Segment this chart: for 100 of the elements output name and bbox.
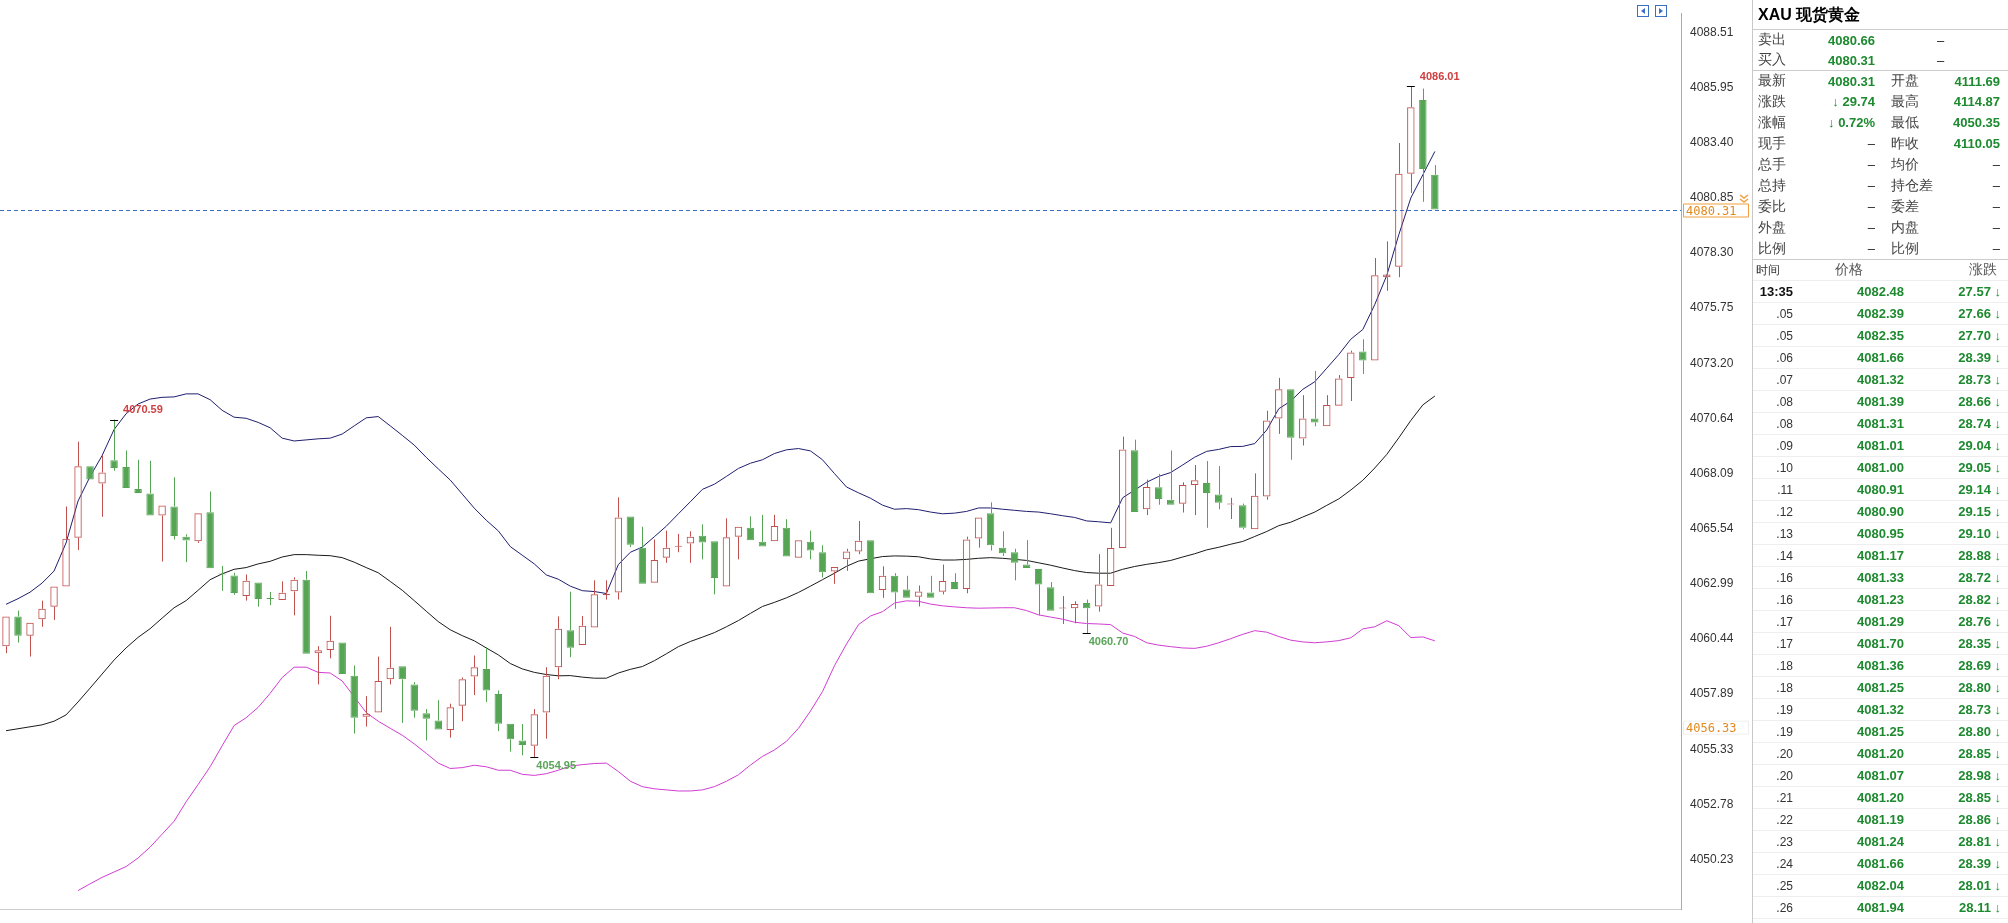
y-tick-label: 4075.75 bbox=[1690, 300, 1734, 315]
candlestick bbox=[86, 466, 94, 480]
candlestick bbox=[866, 540, 875, 594]
candlestick bbox=[710, 541, 719, 595]
text: .16 4081.33 28.72 ↓ bbox=[1776, 570, 2001, 585]
y-tick-label: 4065.54 bbox=[1690, 521, 1734, 535]
candlestick bbox=[986, 501, 995, 552]
candlestick bbox=[926, 575, 935, 598]
text: .22 4081.19 28.86 ↓ bbox=[1776, 812, 2001, 827]
candlestick bbox=[566, 591, 575, 658]
candlestick bbox=[230, 572, 238, 596]
candlestick bbox=[134, 459, 142, 494]
text: 卖出 4080.66 – bbox=[1758, 31, 1945, 48]
candlestick bbox=[698, 523, 707, 560]
candlestick bbox=[206, 491, 214, 569]
y-tick-label: 4052.78 bbox=[1690, 796, 1734, 811]
candlestick bbox=[638, 526, 647, 584]
y-tick-label: 4068.09 bbox=[1690, 465, 1734, 480]
text: .07 4081.32 28.73 ↓ bbox=[1776, 372, 2001, 387]
candlestick bbox=[350, 664, 358, 735]
text: .13 4080.95 29.10 ↓ bbox=[1776, 526, 2001, 541]
text: 委比 – 委差 – bbox=[1758, 197, 2000, 214]
candlestick bbox=[1431, 164, 1439, 210]
text: .18 4081.25 28.80 ↓ bbox=[1776, 680, 2001, 695]
text: .19 4081.32 28.73 ↓ bbox=[1776, 702, 2001, 717]
text: .08 4081.39 28.66 ↓ bbox=[1776, 394, 2001, 409]
candlestick bbox=[302, 570, 310, 654]
annotation: 4060.70 bbox=[1088, 634, 1129, 647]
y-tick-label: 4080.85 bbox=[1690, 190, 1734, 205]
text: 涨幅 ↓ 0.72% 最低 4050.35 bbox=[1758, 113, 2000, 130]
text: .17 4081.70 28.35 ↓ bbox=[1776, 636, 2001, 651]
text: .20 4081.20 28.85 ↓ bbox=[1776, 746, 2001, 761]
candlestick bbox=[122, 449, 130, 489]
text: 时间 价格 涨跌 bbox=[1756, 261, 1997, 277]
text: 总手 – 均价 – bbox=[1758, 155, 2000, 172]
text: .26 4081.94 28.11 ↓ bbox=[1776, 900, 2001, 915]
candlestick bbox=[170, 476, 178, 540]
y-tick-label: 4050.23 bbox=[1690, 851, 1734, 866]
y-tick-label: 4073.20 bbox=[1690, 355, 1734, 370]
text: .05 4082.35 27.70 ↓ bbox=[1776, 328, 2001, 343]
candlestick bbox=[482, 646, 491, 703]
candlestick bbox=[602, 579, 611, 601]
text: 涨跌 ↓ 29.74 最高 4114.87 bbox=[1758, 92, 2000, 109]
candlestick bbox=[782, 518, 791, 557]
candlestick bbox=[494, 690, 503, 732]
candlestick bbox=[1166, 449, 1175, 505]
text: 4056.33 bbox=[1686, 720, 1737, 735]
y-tick-label: 4083.40 bbox=[1690, 135, 1734, 150]
candlestick bbox=[422, 708, 430, 741]
y-tick-label: 4085.95 bbox=[1690, 80, 1734, 95]
y-tick-label: 4057.89 bbox=[1690, 686, 1734, 701]
candlestick bbox=[518, 723, 527, 756]
candlestick bbox=[182, 533, 190, 563]
text: .09 4081.01 29.04 ↓ bbox=[1776, 438, 2001, 453]
text: 最新 4080.31 开盘 4111.69 bbox=[1758, 72, 2000, 89]
y-tick-label: 4070.64 bbox=[1690, 410, 1734, 425]
y-tick-label: 4060.44 bbox=[1690, 631, 1734, 646]
annotation: 4086.01 bbox=[1419, 69, 1460, 82]
ref-line-label: 4080.31 bbox=[1686, 203, 1737, 218]
text: .23 4081.24 28.81 ↓ bbox=[1776, 834, 2001, 849]
y-tick-label: 4055.33 bbox=[1690, 741, 1734, 756]
text: .12 4080.90 29.15 ↓ bbox=[1776, 504, 2001, 519]
text: 总持 – 持仓差 – bbox=[1758, 176, 2000, 193]
annotation: 4054.95 bbox=[536, 759, 577, 772]
text: .06 4081.66 28.39 ↓ bbox=[1776, 350, 2001, 365]
text: .14 4081.17 28.88 ↓ bbox=[1776, 548, 2001, 563]
text: .11 4080.91 29.14 ↓ bbox=[1777, 482, 2001, 497]
text: .08 4081.31 28.74 ↓ bbox=[1776, 416, 2001, 431]
text: 买入 4080.31 – bbox=[1758, 51, 1945, 68]
candlestick bbox=[410, 681, 418, 719]
candlestick bbox=[14, 610, 22, 644]
candlestick bbox=[818, 544, 827, 579]
candlestick bbox=[1419, 88, 1427, 203]
text: .25 4082.04 28.01 ↓ bbox=[1776, 878, 2001, 893]
y-tick-label: 4062.99 bbox=[1690, 576, 1734, 591]
text: 外盘 – 内盘 – bbox=[1758, 218, 2000, 235]
text: .10 4081.00 29.05 ↓ bbox=[1776, 460, 2001, 475]
candlestick bbox=[1130, 439, 1139, 513]
candlestick bbox=[1046, 581, 1055, 611]
candlestick bbox=[110, 419, 118, 472]
candlestick bbox=[338, 642, 346, 675]
text: 现手 – 昨收 4110.05 bbox=[1758, 134, 2000, 151]
text: .21 4081.20 28.85 ↓ bbox=[1776, 790, 2001, 805]
y-tick-label: 4078.30 bbox=[1690, 245, 1734, 260]
y-tick-label: 4088.51 bbox=[1690, 24, 1734, 39]
text: .20 4081.07 28.98 ↓ bbox=[1776, 768, 2001, 783]
text: XAU 现货黄金 bbox=[1753, 0, 2008, 30]
candlestick bbox=[1010, 548, 1019, 581]
text: .16 4081.23 28.82 ↓ bbox=[1776, 592, 2001, 607]
candlestick bbox=[626, 516, 635, 548]
text: .24 4081.66 28.39 ↓ bbox=[1776, 856, 2001, 871]
text: .18 4081.36 28.69 ↓ bbox=[1776, 658, 2001, 673]
candlestick bbox=[1359, 338, 1367, 375]
text: .05 4082.39 27.66 ↓ bbox=[1776, 306, 2001, 321]
candlestick bbox=[806, 530, 815, 560]
candlestick bbox=[1287, 389, 1295, 461]
text: 比例 – 比例 – bbox=[1758, 239, 2000, 256]
text: 13:35 4082.48 27.57 ↓ bbox=[1759, 284, 2001, 299]
text: .19 4081.25 28.80 ↓ bbox=[1776, 724, 2001, 739]
candlestick bbox=[950, 572, 959, 589]
